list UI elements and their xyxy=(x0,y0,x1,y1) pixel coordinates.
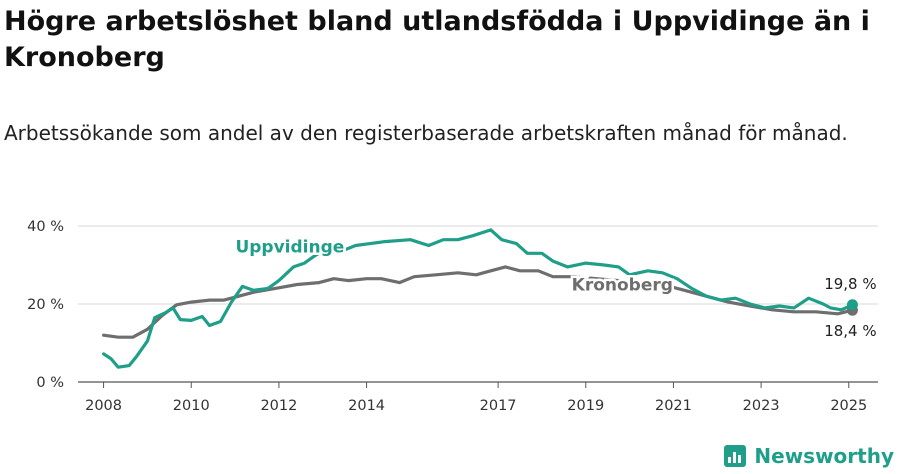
y-tick-label: 0 % xyxy=(36,375,64,391)
x-tick-label: 2019 xyxy=(567,398,604,414)
x-tick-label: 2021 xyxy=(655,398,692,414)
y-axis: 0 % 20 % 40 % xyxy=(27,219,64,391)
series-line-uppvidinge xyxy=(102,228,854,369)
brand-logo: Newsworthy xyxy=(724,444,894,468)
x-axis: 2008 2010 2012 2014 2017 2019 2021 2023 2025 xyxy=(85,382,867,414)
chart-subtitle: Arbetssökande som andel av den registerb… xyxy=(4,121,848,145)
x-tick-label: 2025 xyxy=(830,398,867,414)
x-tick-label: 2008 xyxy=(85,398,122,414)
end-point-uppvidinge xyxy=(846,299,858,311)
gridlines xyxy=(78,225,878,383)
brand-name: Newsworthy xyxy=(754,444,894,468)
series-label-kronoberg: Kronoberg xyxy=(572,275,673,295)
y-tick-label: 20 % xyxy=(27,297,64,313)
x-tick-label: 2010 xyxy=(173,398,210,414)
y-tick-label: 40 % xyxy=(27,219,64,235)
line-chart: 0 % 20 % 40 % 2008 2010 2012 2014 2017 2019 2021… xyxy=(27,219,878,414)
x-tick-label: 2023 xyxy=(743,398,780,414)
series-label-uppvidinge: Uppvidinge xyxy=(235,238,344,258)
chart-title: Högre arbetslöshet bland utlandsfödda i … xyxy=(4,6,870,73)
end-value-kronoberg: 18,4 % xyxy=(824,322,876,340)
x-tick-label: 2017 xyxy=(480,398,517,414)
end-value-uppvidinge: 19,8 % xyxy=(824,275,876,293)
series-line-kronoberg xyxy=(102,265,854,339)
series-lines xyxy=(102,228,858,369)
bar-chart-icon xyxy=(724,445,747,467)
x-tick-label: 2012 xyxy=(260,398,297,414)
x-tick-label: 2014 xyxy=(348,398,385,414)
series-labels: Uppvidinge Kronoberg 19,8 % 18,4 % xyxy=(233,235,877,340)
